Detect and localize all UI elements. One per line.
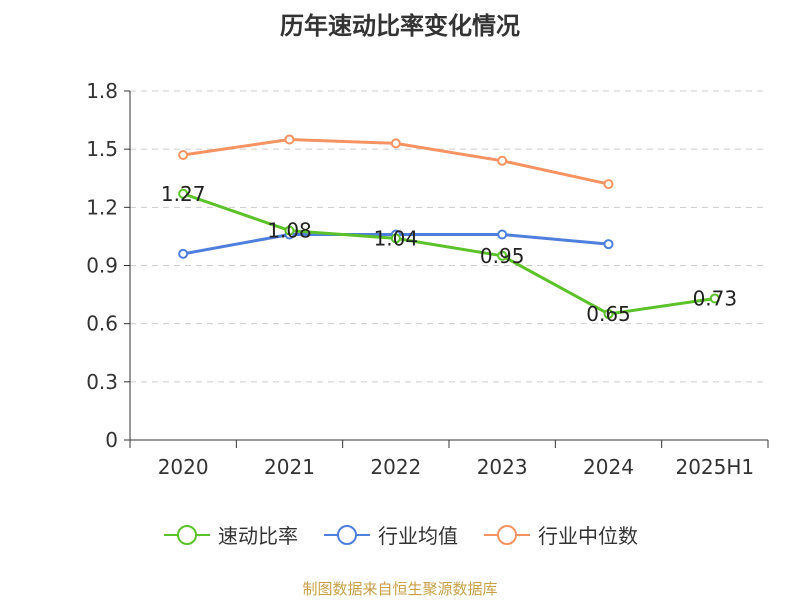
series-lines — [178, 134, 720, 319]
data-point — [284, 225, 295, 236]
data-label: 1.27 — [161, 182, 206, 206]
x-tick-label: 2020 — [158, 455, 209, 479]
data-point — [603, 179, 614, 190]
y-tick-label: 0.3 — [86, 370, 118, 394]
data-point — [497, 229, 508, 240]
data-point — [603, 308, 614, 319]
y-tick-label: 0.9 — [86, 254, 118, 278]
source-note: 制图数据来自恒生聚源数据库 — [302, 580, 498, 598]
legend-swatch-icon — [164, 524, 210, 545]
data-label: 0.65 — [586, 302, 631, 326]
x-tick-label: 2025H1 — [675, 455, 754, 479]
data-point — [178, 248, 189, 259]
data-point — [390, 138, 401, 149]
legend-label: 速动比率 — [218, 524, 298, 548]
legend-label: 行业中位数 — [538, 524, 638, 548]
data-point — [178, 188, 189, 199]
legend-swatch-icon — [324, 524, 370, 545]
data-label: 1.08 — [267, 219, 312, 243]
chart-title: 历年速动比率变化情况 — [280, 12, 520, 40]
series-line — [182, 192, 716, 316]
grid-lines — [130, 90, 768, 383]
legend-label: 行业均值 — [378, 524, 458, 548]
legend: 速动比率 行业均值 行业中位数 — [0, 520, 800, 549]
data-point — [497, 250, 508, 261]
data-labels: 1.27 1.08 1.04 0.95 0.65 0.73 — [161, 182, 737, 326]
data-point — [497, 155, 508, 166]
data-point — [284, 134, 295, 145]
legend-item[interactable]: 速动比率 — [162, 520, 298, 549]
data-point — [390, 233, 401, 244]
axes: 0 0.3 0.6 0.9 1.2 1.5 1.8 2020 2021 2022 2023 2024 2… — [86, 79, 769, 479]
y-tick-label: 1.5 — [86, 137, 118, 161]
legend-item[interactable]: 行业均值 — [322, 520, 458, 549]
x-tick-label: 2022 — [370, 455, 421, 479]
legend-item[interactable]: 行业中位数 — [482, 520, 638, 549]
data-point — [709, 293, 720, 304]
y-tick-label: 0.6 — [86, 312, 118, 336]
data-label: 0.73 — [693, 286, 738, 310]
x-tick-label: 2024 — [583, 455, 634, 479]
x-tick-label: 2023 — [477, 455, 528, 479]
y-tick-label: 1.2 — [86, 195, 118, 219]
y-tick-label: 1.8 — [86, 79, 118, 103]
data-point — [178, 149, 189, 160]
data-label: 1.04 — [374, 226, 419, 250]
y-tick-label: 0 — [105, 428, 118, 452]
data-point — [603, 239, 614, 250]
x-tick-label: 2021 — [264, 455, 315, 479]
legend-swatch-icon — [484, 524, 530, 545]
data-label: 0.95 — [480, 244, 525, 268]
